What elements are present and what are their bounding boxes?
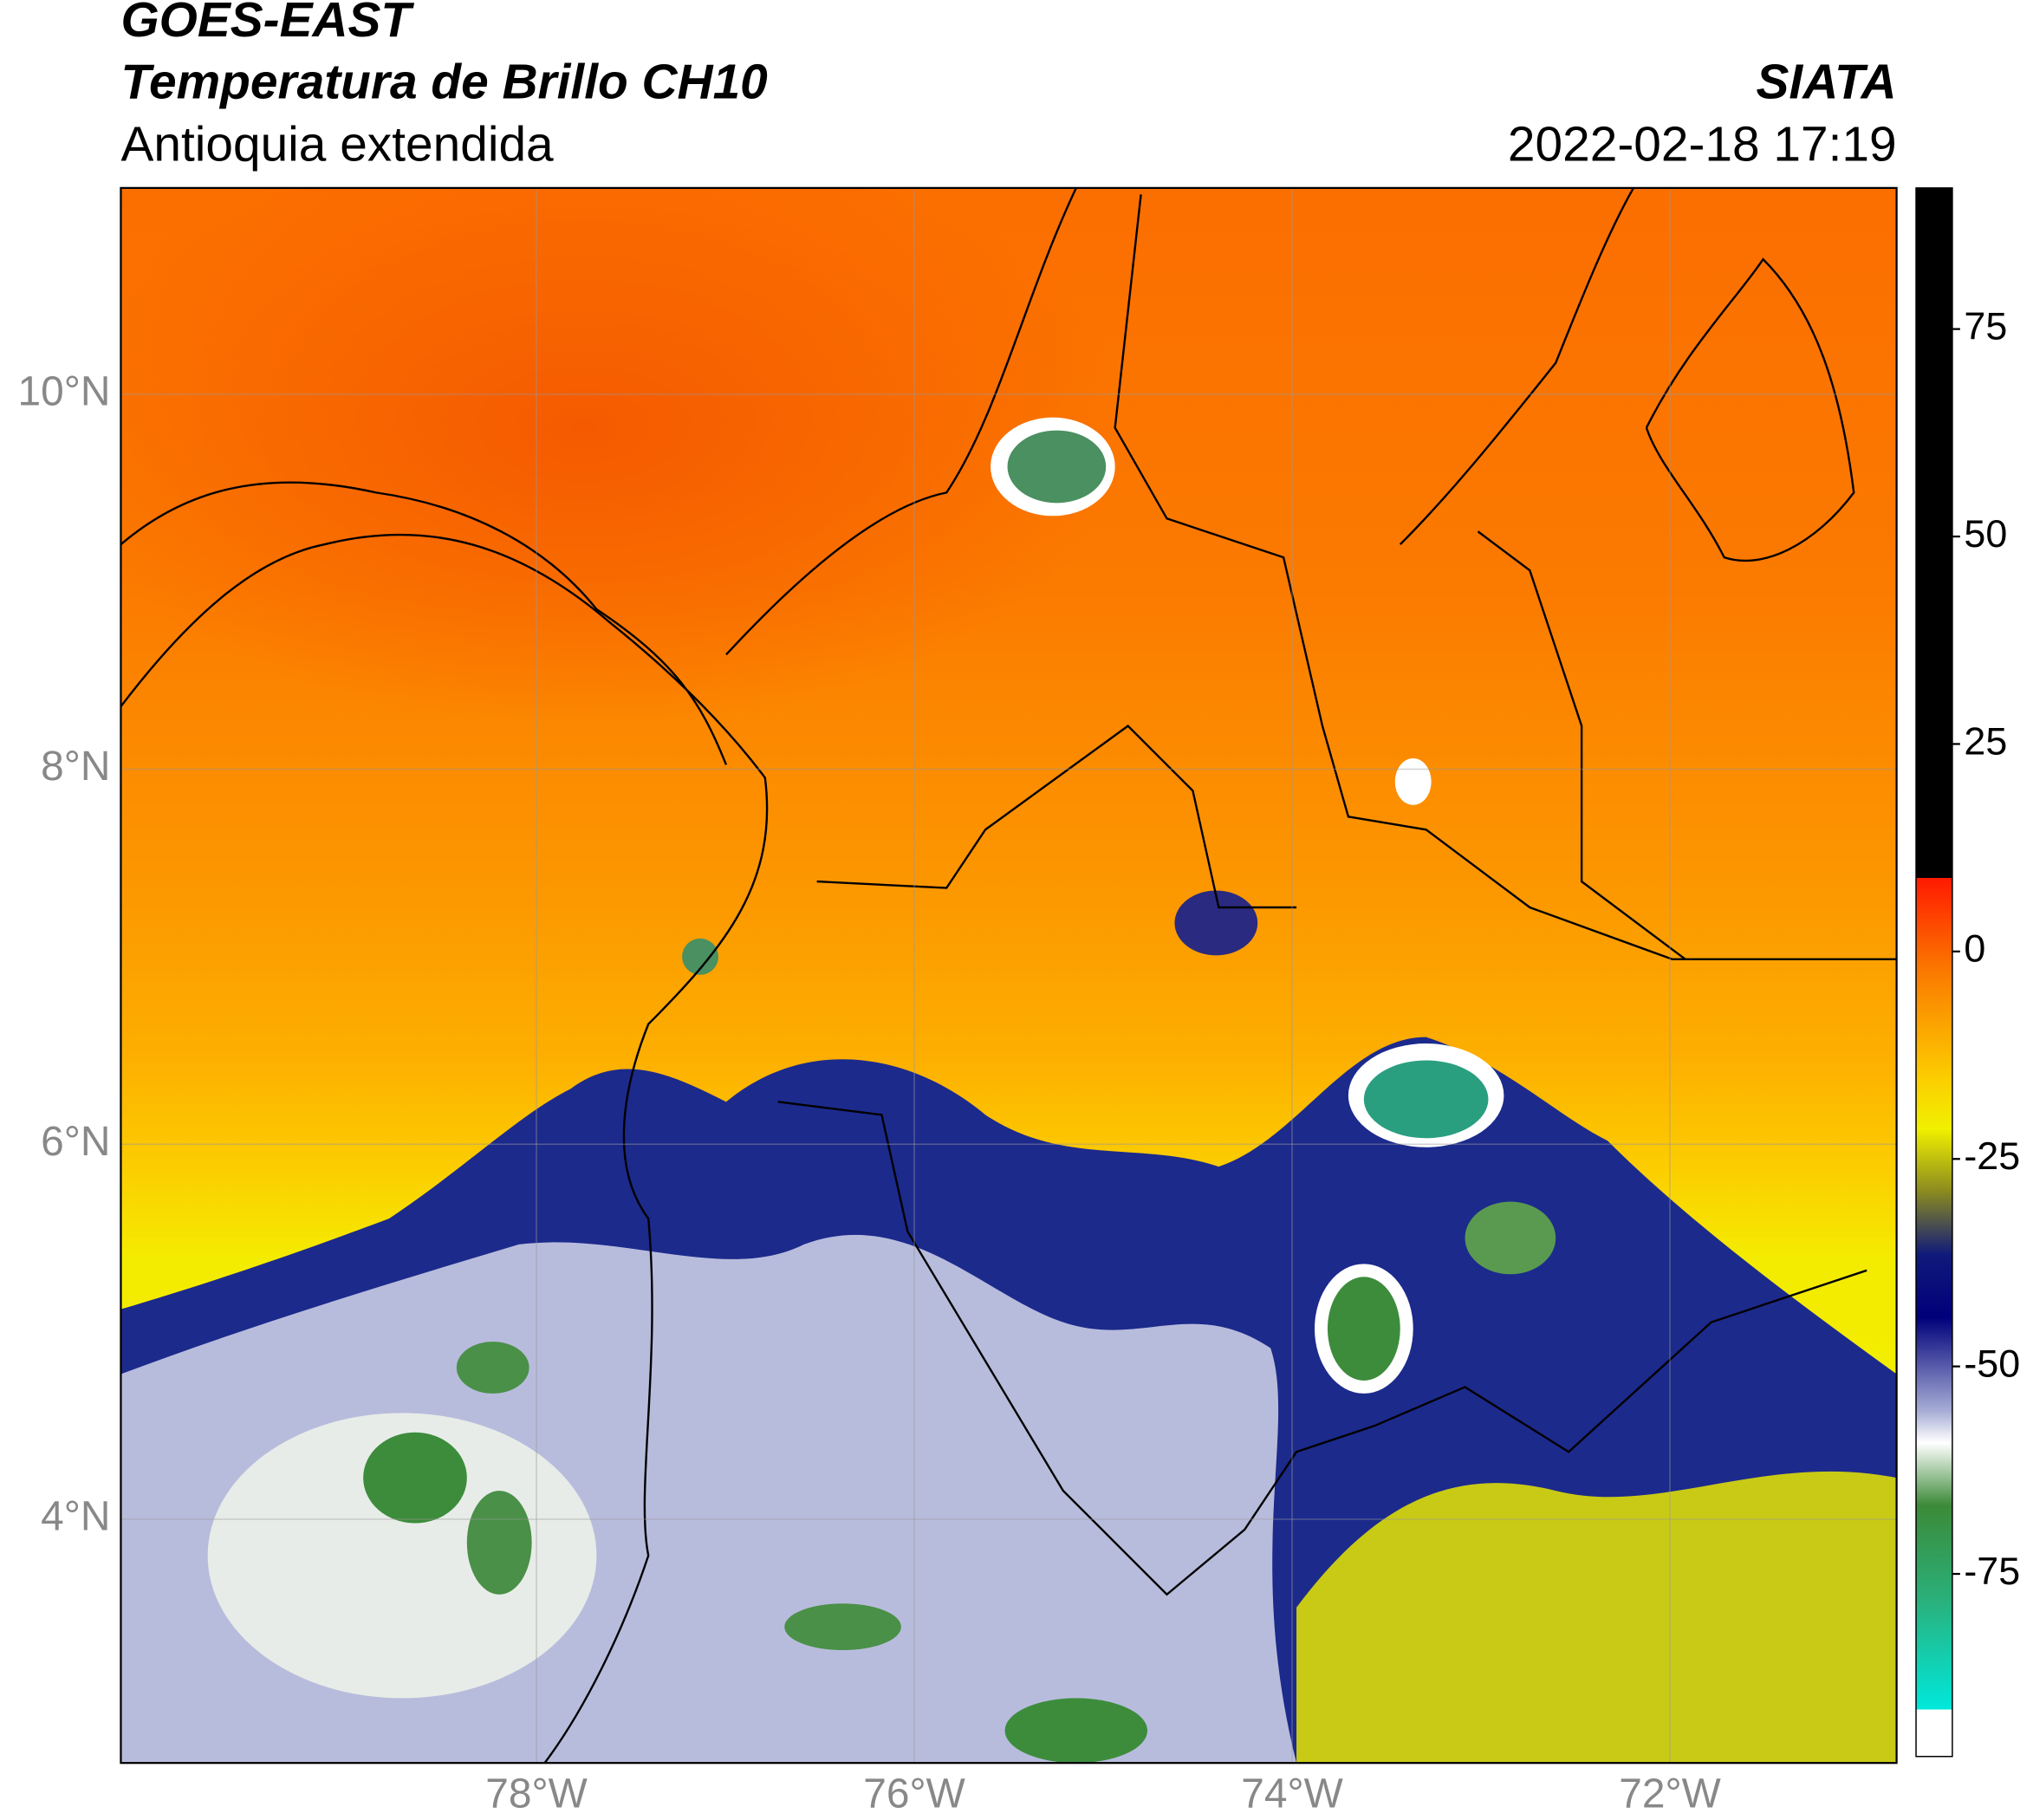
cloud-top bbox=[207, 1413, 597, 1699]
map-image bbox=[120, 187, 1897, 1764]
colorbar-label: -50 bbox=[1964, 1342, 2020, 1386]
border bbox=[1399, 187, 1686, 960]
colorbar-label: 25 bbox=[1964, 718, 2007, 763]
lat-label: 10°N bbox=[18, 369, 111, 415]
coastline bbox=[120, 481, 728, 765]
title-line2: Temperatura de Brillo CH10 bbox=[120, 55, 768, 110]
subtitle: Antioquia extendida bbox=[120, 118, 554, 172]
cold-core bbox=[363, 1432, 467, 1524]
lat-label: 6°N bbox=[41, 1119, 110, 1165]
datetime: 2022-02-18 17:19 bbox=[1508, 118, 1897, 172]
cold-core bbox=[456, 1342, 529, 1394]
cold-core bbox=[682, 938, 718, 975]
lon-label: 76°W bbox=[863, 1771, 965, 1817]
border bbox=[777, 1101, 1867, 1596]
lon-label: 72°W bbox=[1619, 1771, 1721, 1817]
coastline bbox=[725, 187, 1077, 656]
colorbar bbox=[1915, 187, 1953, 1758]
graticule bbox=[120, 187, 1897, 1764]
cold-core bbox=[784, 1603, 901, 1651]
colorbar-label: -25 bbox=[1964, 1134, 2020, 1178]
cold-core bbox=[1363, 1060, 1489, 1139]
colorbar-label: 0 bbox=[1964, 926, 1985, 971]
border bbox=[816, 194, 1897, 961]
cold-core bbox=[1004, 1698, 1148, 1764]
colorbar-label: 50 bbox=[1964, 511, 2007, 556]
lat-label: 4°N bbox=[41, 1494, 110, 1540]
lat-label: 8°N bbox=[41, 744, 110, 790]
lon-label: 78°W bbox=[485, 1771, 588, 1817]
map-frame bbox=[120, 186, 1898, 1765]
colorbar-label: 75 bbox=[1964, 304, 2007, 348]
colorbar-label: -75 bbox=[1964, 1549, 2020, 1593]
coastline bbox=[120, 533, 769, 1764]
cold-core bbox=[1007, 430, 1107, 504]
cold-core bbox=[1465, 1201, 1556, 1275]
cloud-top bbox=[1394, 758, 1432, 805]
coastline bbox=[1645, 257, 1855, 562]
cold-core bbox=[1327, 1277, 1400, 1381]
title-line1: GOES-EAST bbox=[120, 0, 414, 48]
cloud-edge bbox=[1296, 1471, 1897, 1764]
cold-core bbox=[466, 1491, 532, 1595]
warm-area bbox=[120, 187, 1128, 726]
lon-label: 74°W bbox=[1241, 1771, 1343, 1817]
source: SIATA bbox=[1757, 55, 1897, 110]
